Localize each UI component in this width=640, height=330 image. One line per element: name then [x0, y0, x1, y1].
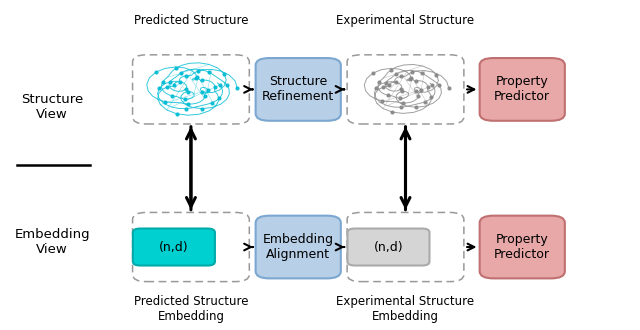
FancyBboxPatch shape — [347, 213, 464, 281]
Point — [376, 98, 387, 104]
Point — [433, 82, 444, 87]
Point — [411, 105, 421, 110]
Point — [168, 82, 179, 87]
Point — [164, 80, 175, 85]
Point — [202, 88, 212, 93]
Point — [200, 93, 210, 99]
Point — [386, 67, 396, 72]
Point — [384, 82, 394, 87]
Point — [420, 99, 430, 104]
Point — [210, 84, 220, 89]
Text: Experimental Structure
Embedding: Experimental Structure Embedding — [337, 295, 475, 323]
Point — [423, 84, 433, 89]
Point — [378, 84, 388, 90]
Point — [182, 89, 193, 94]
Point — [367, 71, 378, 76]
Point — [396, 105, 406, 110]
Point — [191, 76, 201, 81]
Text: Embedding
View: Embedding View — [14, 228, 90, 256]
Point — [413, 93, 424, 98]
Point — [390, 72, 401, 77]
Point — [416, 88, 426, 93]
Point — [374, 80, 385, 85]
Point — [383, 93, 393, 98]
Point — [380, 80, 390, 85]
Point — [175, 71, 186, 76]
Point — [387, 110, 397, 115]
Point — [193, 69, 203, 74]
Point — [160, 99, 170, 104]
Point — [219, 71, 229, 76]
Point — [406, 70, 417, 75]
Point — [405, 76, 415, 82]
Point — [221, 82, 232, 87]
Point — [197, 89, 207, 94]
Point — [181, 73, 191, 78]
Text: (n,d): (n,d) — [159, 241, 189, 253]
Text: Property
Predictor: Property Predictor — [494, 76, 550, 103]
Point — [158, 79, 168, 84]
Point — [427, 82, 437, 88]
Point — [167, 93, 177, 98]
Point — [397, 100, 408, 106]
Point — [431, 72, 442, 77]
Text: Predicted Structure
Embedding: Predicted Structure Embedding — [134, 295, 248, 323]
Point — [406, 75, 416, 81]
Text: Predicted Structure: Predicted Structure — [134, 14, 248, 27]
Point — [232, 85, 243, 90]
Point — [426, 94, 436, 100]
FancyBboxPatch shape — [348, 229, 429, 266]
Point — [175, 79, 186, 84]
Point — [214, 95, 224, 100]
Point — [191, 74, 202, 80]
Text: Structure
View: Structure View — [21, 93, 83, 121]
Point — [397, 89, 408, 94]
Point — [396, 74, 406, 79]
FancyBboxPatch shape — [479, 216, 565, 279]
FancyBboxPatch shape — [255, 58, 341, 121]
Point — [204, 70, 214, 75]
FancyBboxPatch shape — [132, 55, 250, 124]
Point — [417, 71, 428, 76]
Text: Structure
Refinement: Structure Refinement — [262, 76, 334, 103]
FancyBboxPatch shape — [133, 229, 215, 266]
Text: Experimental Structure: Experimental Structure — [337, 14, 475, 27]
Point — [371, 85, 381, 91]
Text: Embedding
Alignment: Embedding Alignment — [262, 233, 333, 261]
Point — [150, 70, 161, 75]
Point — [196, 78, 207, 83]
Point — [154, 85, 164, 91]
FancyBboxPatch shape — [255, 216, 341, 279]
Point — [411, 89, 421, 94]
Point — [181, 106, 191, 111]
Point — [396, 86, 406, 91]
Point — [162, 84, 172, 90]
Point — [170, 66, 180, 71]
FancyBboxPatch shape — [479, 58, 565, 121]
Point — [172, 111, 182, 116]
Point — [180, 96, 191, 102]
Point — [214, 82, 225, 87]
Point — [207, 100, 217, 105]
Text: Property
Predictor: Property Predictor — [494, 233, 550, 261]
Point — [444, 85, 454, 90]
Point — [197, 106, 207, 111]
Point — [410, 78, 420, 83]
FancyBboxPatch shape — [347, 55, 464, 124]
Point — [182, 101, 193, 107]
Point — [390, 80, 401, 85]
Text: (n,d): (n,d) — [374, 241, 403, 253]
Point — [181, 86, 191, 92]
Point — [395, 96, 405, 101]
FancyBboxPatch shape — [132, 213, 250, 281]
